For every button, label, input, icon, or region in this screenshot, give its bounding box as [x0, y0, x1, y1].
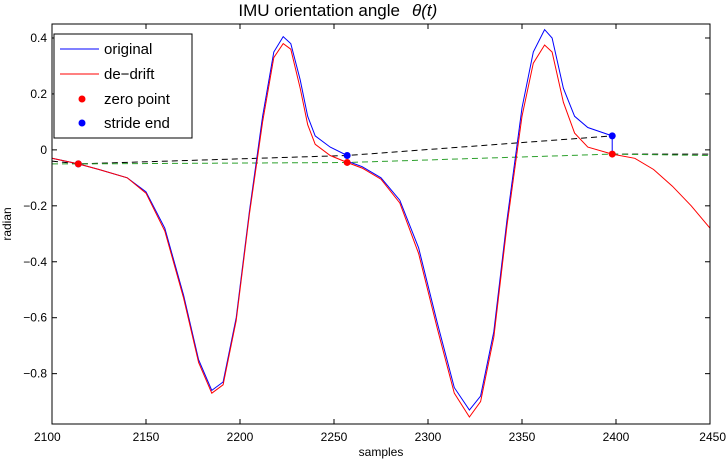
legend-marker-zero-point [78, 95, 86, 103]
x-tick-label-7: 2450 [699, 430, 726, 444]
legend-label-stride-end: stride end [104, 115, 170, 132]
y-tick-label-6: 0.4 [30, 31, 47, 45]
drift-baseline-0 [51, 135, 613, 165]
x-tick-label-4: 2300 [415, 430, 442, 444]
legend-label-zero-point: zero point [104, 91, 171, 108]
y-tick-label-5: 0.2 [30, 87, 47, 101]
zero-point-marker-1 [343, 158, 351, 166]
legend-box [53, 33, 193, 139]
y-tick-label-0: −0.8 [23, 367, 47, 381]
plot-frame [51, 23, 711, 425]
x-tick-label-1: 2150 [133, 430, 160, 444]
series-line-de-drift-2 [51, 42, 711, 418]
ticks-layer: 2100 2150 2200 2250 2300 2350 2400 2450 −0.8 −0.6… [23, 24, 726, 444]
x-tick-label-0: 2100 [34, 430, 61, 444]
y-tick-label-3: −0.2 [23, 199, 47, 213]
zero-point-marker-2 [608, 150, 616, 158]
x-tick-label-5: 2350 [509, 430, 536, 444]
legend: original de−drift zero point stride end [53, 33, 193, 139]
series-line-original-1 [347, 28, 613, 411]
stride-end-marker-1 [343, 151, 351, 159]
stride-end-marker-2 [608, 132, 616, 140]
legend-label-de-drift: de−drift [104, 66, 155, 83]
series-layer [51, 28, 711, 418]
chart-title: IMU orientation angle [238, 1, 400, 20]
y-tick-label-2: −0.4 [23, 255, 47, 269]
x-axis-label: samples [359, 445, 404, 459]
y-axis-label: radian [0, 207, 14, 240]
legend-label-original: original [104, 41, 152, 58]
x-tick-label-6: 2400 [603, 430, 630, 444]
y-tick-label-4: 0 [40, 143, 47, 157]
x-tick-label-3: 2250 [321, 430, 348, 444]
chart-title-math: θ(t) [412, 1, 437, 20]
zero-point-marker-0 [74, 160, 82, 168]
legend-marker-stride-end [78, 119, 86, 127]
x-tick-label-2: 2200 [227, 430, 254, 444]
y-tick-label-1: −0.6 [23, 311, 47, 325]
